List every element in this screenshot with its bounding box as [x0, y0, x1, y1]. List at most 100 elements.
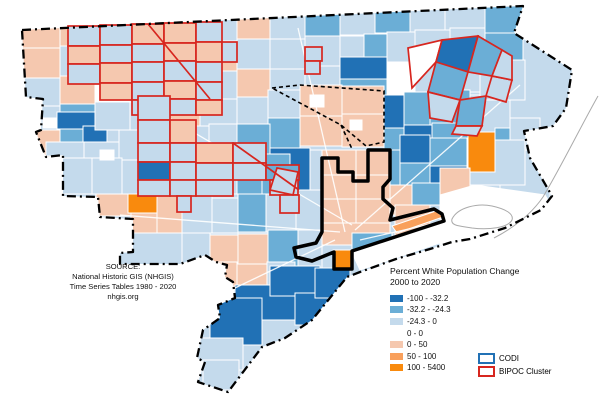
- census-tract: [269, 38, 306, 70]
- census-tract: [99, 149, 115, 161]
- legend-color-swatch: [390, 317, 403, 325]
- census-tract: [411, 182, 441, 206]
- source-line: SOURCE:: [105, 262, 141, 271]
- census-tract: [91, 157, 123, 195]
- bipoc-cluster-tract: [195, 179, 234, 197]
- bipoc-cluster-tract: [137, 142, 171, 163]
- bipoc-cluster-tract: [232, 162, 267, 181]
- bipoc-cluster-tract: [176, 195, 192, 213]
- census-tract: [236, 38, 271, 70]
- bipoc-cluster-tract: [131, 43, 165, 63]
- bipoc-cluster-tract: [137, 161, 171, 181]
- bipoc-cluster-edge: [232, 142, 300, 191]
- census-tract: [236, 68, 271, 100]
- census-tract: [349, 119, 363, 131]
- census-tract: [42, 117, 58, 129]
- bipoc-cluster-tract: [67, 25, 101, 47]
- census-tract: [237, 233, 269, 267]
- census-tract: [309, 94, 325, 108]
- bipoc-cluster-tract: [195, 99, 223, 116]
- census-tract: [363, 33, 388, 60]
- legend-class-row: 50 - 100: [390, 350, 590, 362]
- census-tract: [22, 13, 61, 49]
- census-tract: [236, 7, 271, 40]
- census-tract: [295, 189, 323, 233]
- bipoc-cluster-tract: [163, 42, 197, 62]
- census-tract: [339, 6, 376, 36]
- bipoc-cluster-tract: [67, 63, 101, 85]
- legend-outline-swatch: [478, 353, 495, 364]
- island-outline: [451, 204, 513, 230]
- census-tract: [399, 134, 431, 164]
- bipoc-cluster-tract: [304, 46, 323, 62]
- legend-class-label: 100 - 5400: [407, 363, 446, 373]
- legend-class-row: 0 - 0: [390, 327, 590, 339]
- source-line: Time Series Tables 1980 - 2020: [69, 282, 177, 292]
- census-tract: [314, 267, 351, 299]
- census-tract: [321, 174, 357, 200]
- bipoc-cluster-tract: [99, 44, 133, 64]
- bipoc-cluster-edge: [147, 23, 211, 100]
- census-tract: [211, 197, 239, 234]
- census-tract: [374, 6, 411, 34]
- legend-color-swatch: [390, 294, 403, 302]
- census-tract: [95, 193, 132, 217]
- bipoc-cluster-layer: [67, 21, 514, 214]
- city-boundary: [20, 4, 574, 394]
- legend-class-row: -24.3 - 0: [390, 316, 590, 328]
- census-tract: [339, 56, 388, 80]
- source-link: nhgis.org: [107, 292, 139, 302]
- legend-overlay-label: CODI: [499, 354, 519, 363]
- legend-class-label: 0 - 50: [407, 340, 428, 350]
- legend-class-row: -32.2 - -24.3: [390, 304, 590, 316]
- bipoc-cluster-tract: [99, 24, 133, 46]
- bipoc-cluster-tract: [195, 142, 234, 164]
- enclave-boundary: [269, 84, 385, 150]
- census-tract: [269, 265, 321, 297]
- census-tract: [22, 77, 61, 107]
- bipoc-cluster-tract: [137, 119, 171, 144]
- legend-overlay-list: CODI BIPOC Cluster: [478, 352, 551, 378]
- bipoc-cluster-tract: [131, 61, 165, 83]
- bipoc-cluster-tract: [279, 194, 300, 214]
- bipoc-cluster-tract: [99, 82, 133, 101]
- bipoc-cluster-tract: [169, 142, 197, 163]
- source-attribution: SOURCE: National Historic GIS (NHGIS) Ti…: [38, 262, 208, 302]
- legend-class-row: 0 - 50: [390, 339, 590, 351]
- bipoc-cluster-tract: [427, 90, 462, 123]
- census-tract: [59, 128, 84, 143]
- census-tract: [61, 157, 93, 195]
- census-tract: [267, 117, 301, 149]
- census-tract: [94, 101, 131, 131]
- census-tract: [403, 91, 431, 126]
- legend-color-swatch: [390, 306, 403, 314]
- census-tract: [339, 35, 365, 61]
- legend-color-swatch: [390, 364, 403, 372]
- bipoc-cluster-tract: [195, 61, 223, 83]
- bipoc-cluster-tract: [304, 60, 321, 75]
- legend-class-label: -32.2 - -24.3: [407, 305, 451, 315]
- bipoc-cluster-tract: [169, 179, 197, 197]
- bipoc-cluster-tract: [195, 41, 223, 63]
- map-legend: Percent White Population Change 2000 to …: [390, 266, 590, 374]
- census-tract: [467, 131, 496, 173]
- legend-class-label: 50 - 100: [407, 351, 437, 361]
- legend-color-swatch: [390, 341, 403, 349]
- legend-class-list: -100 - -32.2 -32.2 - -24.3 -24.3 - 0 0 - 0 0…: [390, 292, 590, 373]
- bipoc-cluster-tract: [137, 95, 171, 121]
- bipoc-cluster-tract: [195, 21, 223, 43]
- legend-class-row: -100 - -32.2: [390, 292, 590, 304]
- legend-class-label: 0 - 0: [407, 328, 424, 338]
- bipoc-cluster-tract: [450, 125, 484, 137]
- census-tract: [29, 155, 63, 195]
- census-tract: [429, 137, 468, 167]
- legend-overlay-label: BIPOC Cluster: [499, 367, 552, 376]
- bipoc-cluster-tract: [169, 119, 197, 144]
- census-tract: [309, 149, 323, 193]
- road-line: [119, 214, 341, 233]
- census-tract: [181, 232, 211, 264]
- census-tract: [355, 149, 391, 176]
- bipoc-cluster-tract: [455, 94, 487, 127]
- bipoc-cluster-tract: [195, 162, 234, 181]
- census-tract: [130, 210, 158, 234]
